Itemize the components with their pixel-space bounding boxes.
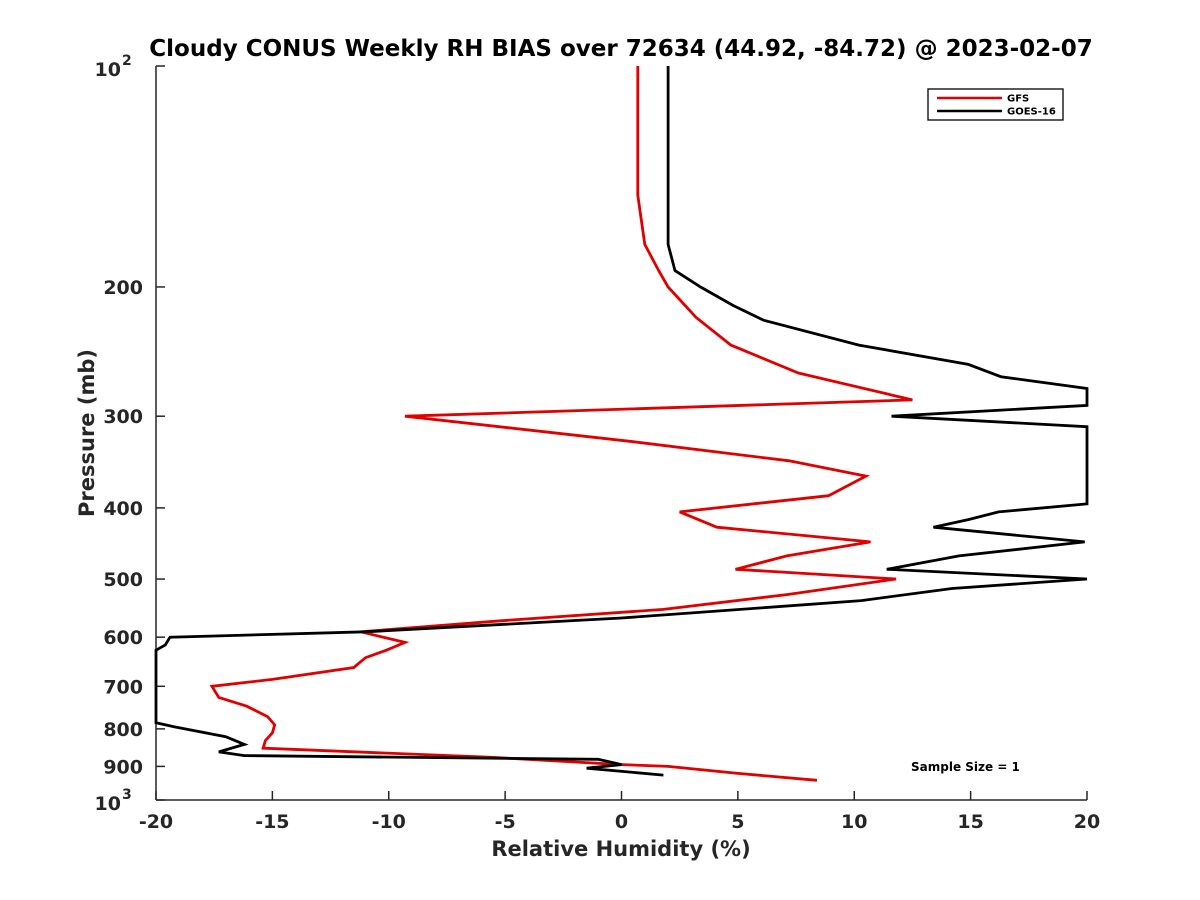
y-tick-label: 400 [103, 498, 143, 520]
x-tick-label: 0 [615, 811, 628, 833]
series-line-goes16 [154, 66, 1089, 777]
y-tick-label: 700 [103, 676, 143, 698]
legend-label-gfs: GFS [1007, 94, 1029, 105]
y-tick-label: 900 [103, 756, 143, 778]
legend-box [927, 88, 1064, 121]
y-tick-label-exponent: 2 [122, 53, 132, 69]
series-lines [154, 66, 1089, 782]
y-tick-label: 500 [103, 569, 143, 591]
y-axis-label: Pressure (mb) [75, 349, 99, 517]
chart-title: Cloudy CONUS Weekly RH BIAS over 72634 (… [149, 36, 1092, 62]
legend: GFS GOES-16 [927, 88, 1064, 121]
x-tick-label: 10 [841, 811, 867, 833]
y-tick-label: 800 [103, 719, 143, 741]
y-tick-label-exponent: 3 [122, 787, 132, 803]
sample-size-annotation: Sample Size = 1 [911, 760, 1020, 774]
series-line-gfs [209, 66, 913, 782]
x-tick-label: -20 [139, 811, 173, 833]
x-tick-label: 5 [731, 811, 744, 833]
x-tick-label: 15 [957, 811, 983, 833]
y-tick-label: 300 [103, 406, 143, 428]
x-ticks: -20 -15 -10 -5 0 5 10 15 20 [139, 791, 1100, 833]
x-tick-label: -10 [372, 811, 406, 833]
x-axis-label: Relative Humidity (%) [491, 837, 750, 861]
y-tick-label-power: 10 [95, 793, 121, 815]
x-tick-label: 20 [1074, 811, 1100, 833]
y-tick-label: 200 [103, 277, 143, 299]
x-tick-label: -5 [495, 811, 516, 833]
legend-label-goes16: GOES-16 [1007, 107, 1056, 118]
x-tick-label: -15 [255, 811, 289, 833]
y-tick-label: 600 [103, 627, 143, 649]
axes [155, 66, 1087, 801]
y-tick-label-power: 10 [95, 59, 121, 81]
